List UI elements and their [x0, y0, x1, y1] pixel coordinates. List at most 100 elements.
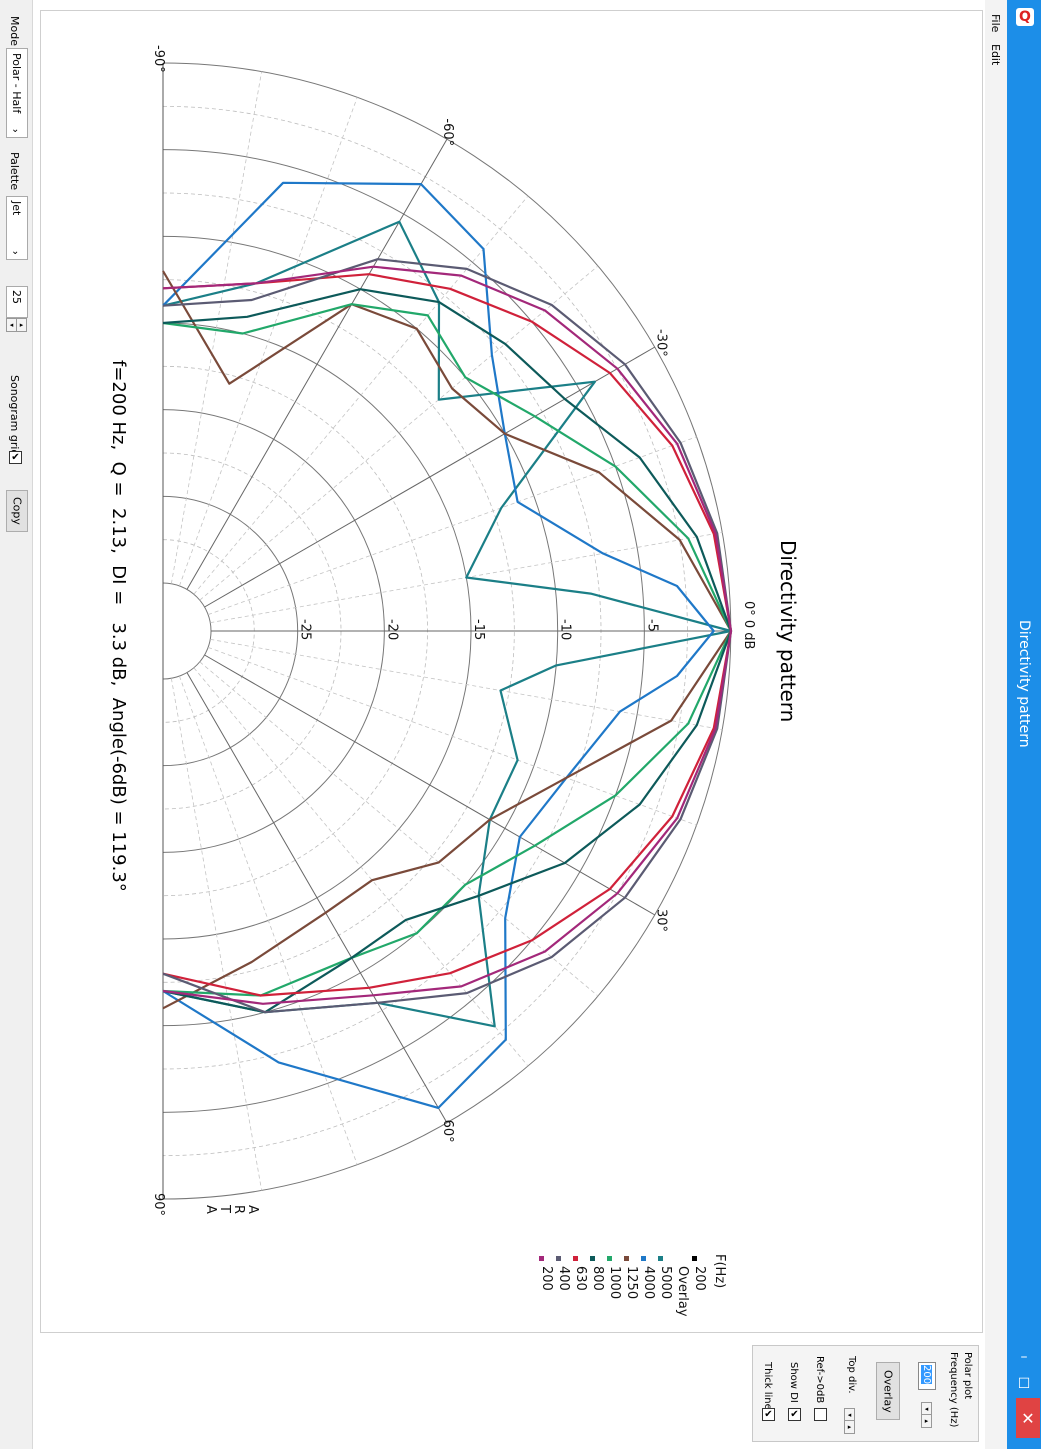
- watermark-letter: T: [217, 1204, 232, 1213]
- angle-tick-label: 90°: [151, 1193, 166, 1216]
- grid-spoke-minor: [207, 436, 697, 615]
- chart-annotation: f=200 Hz, Q = 2.13, DI = 3.3 dB, Angle(-…: [108, 360, 129, 892]
- mode-select[interactable]: Polar - Half ⌄: [6, 48, 28, 138]
- grid-ring-minor: [162, 452, 342, 810]
- sonogram-checkbox[interactable]: ✔: [9, 451, 22, 464]
- series-630: [162, 273, 733, 997]
- radial-tick-label: -25: [298, 619, 313, 640]
- legend-swatch: [573, 1256, 578, 1261]
- angle-tick-label: -60°: [440, 118, 455, 146]
- legend-swatch: [539, 1256, 544, 1261]
- frequency-label: Frequency (Hz): [948, 1352, 959, 1428]
- legend-item: 400: [556, 1266, 571, 1291]
- mode-value: Polar - Half: [10, 53, 23, 114]
- palette-select[interactable]: Jet ⌄: [6, 196, 28, 260]
- sonogram-label: Sonogram grid: [8, 375, 21, 457]
- grid-spoke-minor: [170, 71, 263, 584]
- legend-swatch: [556, 1256, 561, 1261]
- palette-value: Jet: [10, 201, 23, 216]
- legend-swatch: [607, 1256, 612, 1261]
- thick-line-label: Thick line: [762, 1362, 773, 1410]
- frequency-value: 200: [921, 1365, 932, 1385]
- left-toolbar: Mode Polar - Half ⌄ Palette Jet ⌄ 25 ◂ ▸…: [0, 0, 33, 1449]
- top-div-label: Top div.: [846, 1356, 857, 1394]
- grid-spoke: [186, 138, 448, 590]
- grid-spoke: [186, 672, 448, 1124]
- legend-item: Overlay: [675, 1266, 690, 1317]
- legend-swatch: [590, 1256, 595, 1261]
- frequency-input[interactable]: 200: [918, 1362, 936, 1390]
- grid-spoke-minor: [179, 97, 358, 587]
- legend-swatch: [624, 1256, 629, 1261]
- spin-up-icon[interactable]: ▸: [921, 1414, 932, 1428]
- menu-edit[interactable]: Edit: [989, 44, 1002, 66]
- ref-label: Ref->0dB: [814, 1356, 825, 1404]
- legend-item: 200: [539, 1266, 554, 1291]
- minimize-button[interactable]: –: [1020, 1349, 1028, 1365]
- angle-tick-label: 30°: [653, 909, 668, 932]
- radial-tick-label: -15: [471, 619, 486, 640]
- watermark-letter: A: [245, 1205, 260, 1214]
- close-button[interactable]: ✕: [1016, 1398, 1040, 1438]
- count-input[interactable]: 25: [6, 286, 28, 318]
- legend-item: 1250: [624, 1266, 639, 1299]
- legend-item: 800: [590, 1266, 605, 1291]
- grid-spoke-minor: [210, 638, 723, 731]
- zero-label: 0° 0 dB: [741, 601, 756, 649]
- legend-item: 5000: [658, 1266, 673, 1299]
- count-value: 25: [10, 290, 23, 304]
- menu-file[interactable]: File: [989, 14, 1002, 33]
- legend-swatch: [692, 1256, 697, 1261]
- thick-line-checkbox[interactable]: ✔: [762, 1408, 775, 1421]
- radial-tick-label: -10: [558, 619, 573, 640]
- watermark-letter: R: [231, 1205, 246, 1214]
- menu-bar: [985, 0, 1007, 1449]
- legend: [539, 1256, 697, 1261]
- copy-button[interactable]: Copy: [6, 490, 28, 532]
- plot-frame: [40, 10, 983, 1333]
- spin-up-icon[interactable]: ▸: [16, 318, 27, 332]
- overlay-button[interactable]: Overlay: [876, 1362, 900, 1420]
- angle-tick-label: 60°: [440, 1120, 455, 1143]
- legend-title: F(Hz): [712, 1254, 727, 1288]
- show-di-label: Show DI: [788, 1362, 799, 1403]
- radial-tick-label: -5: [644, 619, 659, 632]
- grid-spoke: [204, 346, 656, 608]
- axis-labels: -90° -60° -30° 30° 60° 90° -5 -10 -15 -20 -25 0° 0 …: [151, 45, 756, 1317]
- spin-up-icon[interactable]: ▸: [844, 1420, 855, 1434]
- legend-item: 1000: [607, 1266, 622, 1299]
- grid-ring-inner: [162, 582, 212, 680]
- radial-tick-label: -20: [384, 619, 399, 640]
- grid-spoke: [204, 654, 656, 916]
- chevron-down-icon: ⌄: [11, 246, 20, 257]
- legend-item: 200: [692, 1266, 707, 1291]
- show-di-checkbox[interactable]: ✔: [788, 1408, 801, 1421]
- chart-title: Directivity pattern: [776, 540, 800, 723]
- grid-spoke-minor: [199, 265, 599, 601]
- series-4000: [162, 181, 715, 1109]
- polar-plot-panel: [752, 1345, 979, 1442]
- grid-spoke-minor: [193, 195, 529, 595]
- grid-spoke-minor: [170, 678, 263, 1191]
- angle-tick-label: -90°: [151, 45, 166, 73]
- watermark-letter: A: [203, 1205, 218, 1214]
- grid-spoke-minor: [179, 675, 358, 1165]
- legend-swatch: [658, 1256, 663, 1261]
- chevron-down-icon: ⌄: [11, 124, 20, 135]
- legend-item: 630: [573, 1266, 588, 1291]
- grid-ring-minor: [162, 105, 688, 1157]
- app-icon: Q: [1016, 8, 1034, 26]
- series-1000: [162, 303, 733, 997]
- palette-label: Palette: [8, 152, 21, 191]
- grid-spoke-minor: [207, 647, 697, 826]
- legend-item: 4000: [641, 1266, 656, 1299]
- legend-swatch: [641, 1256, 646, 1261]
- series-lines: [162, 181, 733, 1109]
- ref-checkbox[interactable]: [814, 1408, 827, 1421]
- series-1250: [162, 270, 733, 1010]
- panel-heading: Polar plot: [962, 1352, 973, 1400]
- angle-tick-label: -30°: [653, 329, 668, 357]
- maximize-button[interactable]: ☐: [1017, 1376, 1031, 1392]
- grid-spoke-minor: [199, 661, 599, 997]
